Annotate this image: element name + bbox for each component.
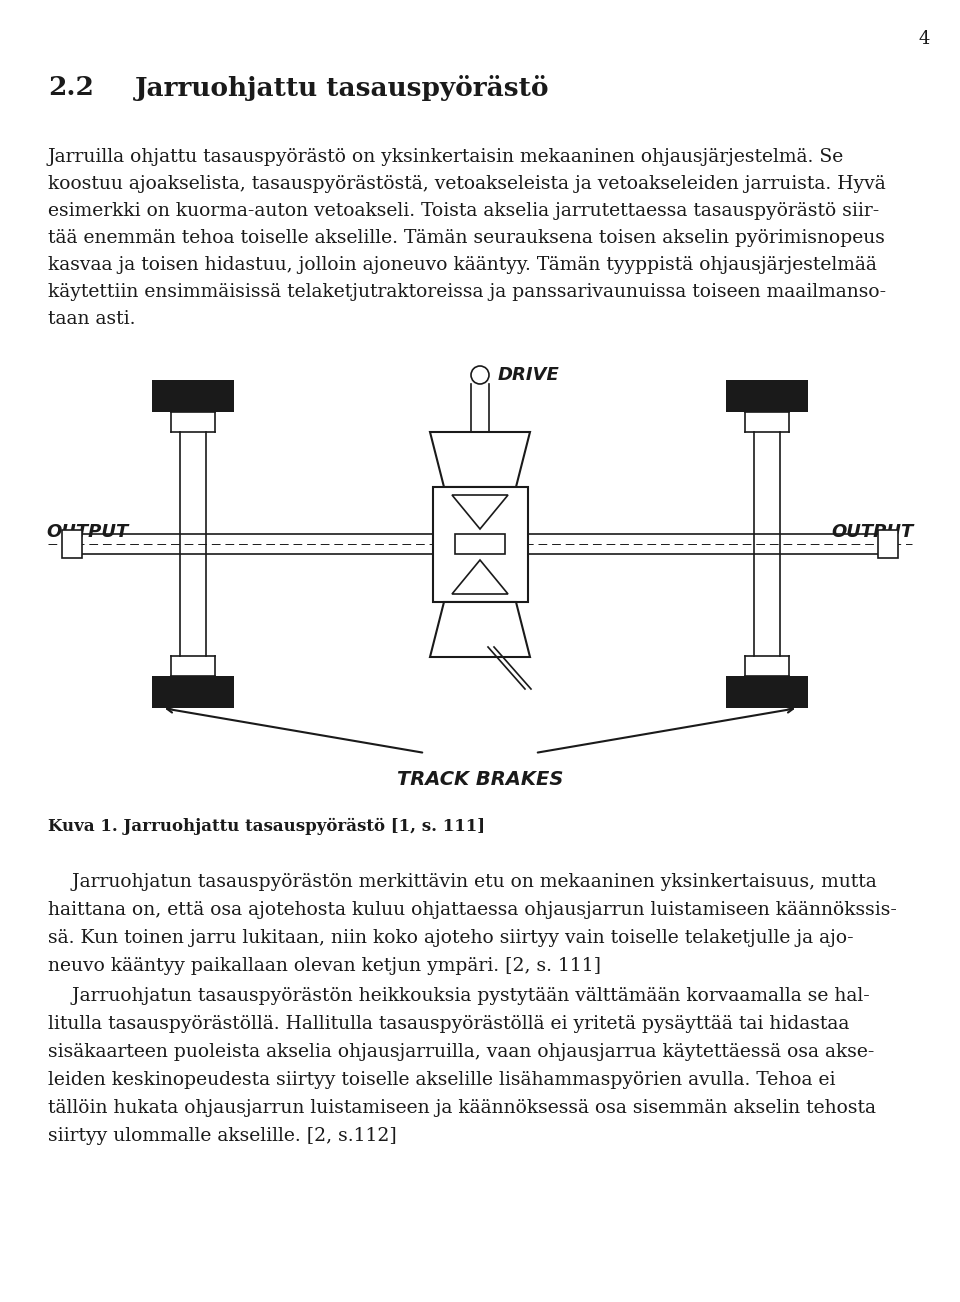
Text: käytettiin ensimmäisissä telaketjutraktoreissa ja panssarivaunuissa toiseen maai: käytettiin ensimmäisissä telaketjutrakto…	[48, 283, 886, 301]
Text: OUTPUT: OUTPUT	[46, 523, 129, 542]
Bar	[726, 380, 808, 411]
Text: koostuu ajoakselista, tasauspyörästöstä, vetoakseleista ja vetoakseleiden jarrui: koostuu ajoakselista, tasauspyörästöstä,…	[48, 174, 886, 193]
Bar	[152, 380, 234, 411]
Text: 4: 4	[919, 30, 930, 48]
Bar	[878, 530, 898, 559]
Text: DRIVE: DRIVE	[498, 366, 560, 384]
Text: haittana on, että osa ajotehosta kuluu ohjattaessa ohjausjarrun luistamiseen kää: haittana on, että osa ajotehosta kuluu o…	[48, 901, 897, 919]
Text: Jarruohjatun tasauspyörästön merkittävin etu on mekaaninen yksinkertaisuus, mutt: Jarruohjatun tasauspyörästön merkittävin…	[48, 874, 876, 891]
Bar	[433, 487, 528, 602]
Polygon shape	[430, 602, 530, 658]
Bar	[152, 676, 234, 708]
Text: Jarruilla ohjattu tasauspyörästö on yksinkertaisin mekaaninen ohjausjärjestelmä.: Jarruilla ohjattu tasauspyörästö on yksi…	[48, 148, 844, 165]
Text: litulla tasauspyörästöllä. Hallitulla tasauspyörästöllä ei yritetä pysäyttää tai: litulla tasauspyörästöllä. Hallitulla ta…	[48, 1016, 850, 1032]
Bar	[726, 676, 808, 708]
Text: TRACK BRAKES: TRACK BRAKES	[396, 769, 564, 789]
Text: Jarruohjattu tasauspyörästö: Jarruohjattu tasauspyörästö	[135, 76, 549, 102]
Text: sä. Kun toinen jarru lukitaan, niin koko ajoteho siirtyy vain toiselle telaketju: sä. Kun toinen jarru lukitaan, niin koko…	[48, 930, 853, 947]
Polygon shape	[430, 432, 530, 487]
Text: tää enemmän tehoa toiselle akselille. Tämän seurauksena toisen akselin pyörimisn: tää enemmän tehoa toiselle akselille. Tä…	[48, 229, 885, 247]
Bar	[455, 534, 505, 553]
Text: neuvo kääntyy paikallaan olevan ketjun ympäri. [2, s. 111]: neuvo kääntyy paikallaan olevan ketjun y…	[48, 957, 601, 975]
Text: kasvaa ja toisen hidastuu, jolloin ajoneuvo kääntyy. Tämän tyyppistä ohjausjärje: kasvaa ja toisen hidastuu, jolloin ajone…	[48, 256, 876, 273]
Polygon shape	[452, 560, 508, 594]
Text: sisäkaarteen puoleista akselia ohjausjarruilla, vaan ohjausjarrua käytettäessä o: sisäkaarteen puoleista akselia ohjausjar…	[48, 1043, 875, 1061]
Polygon shape	[452, 495, 508, 529]
Text: OUTPUT: OUTPUT	[831, 523, 914, 542]
Text: Kuva 1. Jarruohjattu tasauspyörästö [1, s. 111]: Kuva 1. Jarruohjattu tasauspyörästö [1, …	[48, 818, 485, 835]
Text: 2.2: 2.2	[48, 76, 94, 100]
Text: siirtyy ulommalle akselille. [2, s.112]: siirtyy ulommalle akselille. [2, s.112]	[48, 1128, 396, 1144]
Bar	[62, 530, 82, 559]
Text: leiden keskinopeudesta siirtyy toiselle akselille lisähammaspyörien avulla. Teho: leiden keskinopeudesta siirtyy toiselle …	[48, 1072, 835, 1088]
Text: esimerkki on kuorma-auton vetoakseli. Toista akselia jarrutettaessa tasauspyöräs: esimerkki on kuorma-auton vetoakseli. To…	[48, 202, 879, 220]
Text: taan asti.: taan asti.	[48, 310, 135, 328]
Circle shape	[471, 366, 489, 384]
Text: Jarruohjatun tasauspyörästön heikkouksia pystytään välttämään korvaamalla se hal: Jarruohjatun tasauspyörästön heikkouksia…	[48, 987, 870, 1005]
Text: tällöin hukata ohjausjarrun luistamiseen ja käännöksessä osa sisemmän akselin te: tällöin hukata ohjausjarrun luistamiseen…	[48, 1099, 876, 1117]
